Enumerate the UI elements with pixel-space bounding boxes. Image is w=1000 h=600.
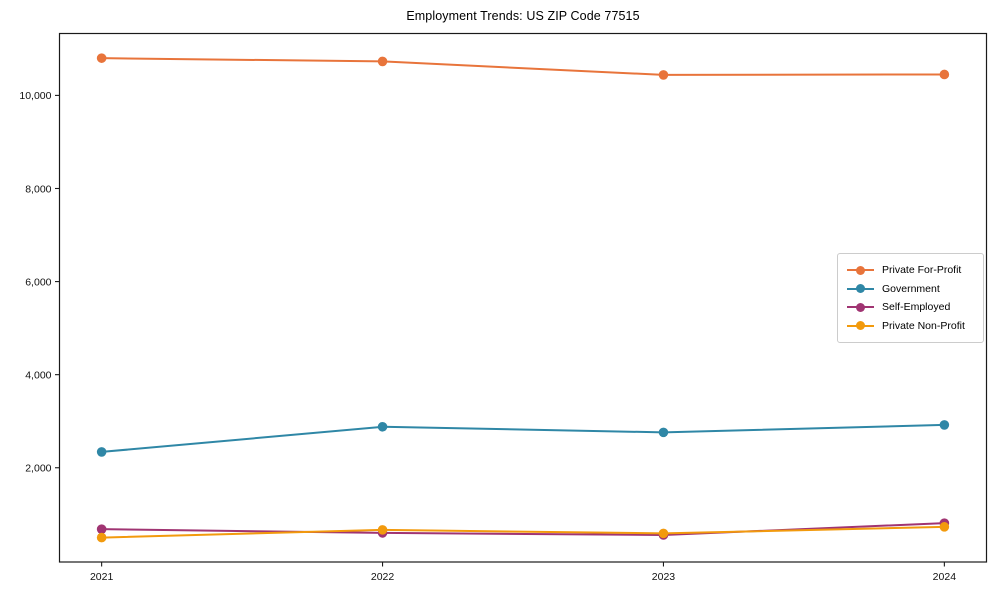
marker-private-non-profit-2024	[939, 522, 950, 532]
legend-label: Private For-Profit	[882, 264, 962, 277]
y-tick-label: 6,000	[25, 276, 51, 288]
legend-line-marker-icon	[847, 265, 874, 275]
x-tick-label: 2024	[933, 571, 957, 583]
marker-private-for-profit-2024	[939, 69, 950, 80]
series-line-private-non-profit	[100, 525, 946, 539]
x-tick-label: 2021	[90, 571, 114, 583]
marker-government-2023	[658, 427, 669, 438]
marker-private-for-profit-2022	[377, 56, 388, 67]
x-tick-label: 2022	[371, 571, 395, 583]
legend-label: Government	[882, 282, 940, 295]
y-tick-label: 4,000	[25, 369, 51, 381]
chart-title: Employment Trends: US ZIP Code 77515	[406, 9, 640, 23]
marker-private-non-profit-2022	[377, 525, 388, 535]
marker-private-for-profit-2021	[96, 53, 107, 63]
legend-line-marker-icon	[847, 302, 874, 312]
legend: Private For-Profit Government Self-Employe…	[837, 253, 984, 343]
y-tick-label: 10,000	[19, 90, 51, 102]
marker-government-2021	[96, 447, 107, 457]
legend-item-private-for-profit: Private For-Profit	[847, 261, 974, 280]
legend-line-marker-icon	[847, 321, 874, 331]
series-line-self-employed	[100, 522, 946, 537]
marker-self-employed-2021	[96, 524, 107, 534]
legend-item-self-employed: Self-Employed	[847, 298, 974, 317]
legend-line-marker-icon	[847, 284, 874, 294]
series-line-private-for-profit	[100, 57, 946, 76]
y-tick-label: 8,000	[25, 183, 51, 195]
plot-frame	[58, 32, 988, 563]
marker-private-non-profit-2023	[658, 528, 669, 539]
marker-private-non-profit-2021	[96, 532, 107, 543]
series-line-government	[100, 423, 946, 453]
marker-government-2024	[939, 420, 950, 430]
marker-government-2022	[377, 421, 388, 432]
x-tick-label: 2023	[652, 571, 676, 583]
legend-item-private-non-profit: Private Non-Profit	[847, 317, 974, 336]
legend-label: Self-Employed	[882, 301, 951, 314]
marker-private-for-profit-2023	[658, 70, 669, 80]
legend-item-government: Government	[847, 280, 974, 299]
y-tick-label: 2,000	[25, 463, 51, 475]
legend-label: Private Non-Profit	[882, 319, 965, 332]
